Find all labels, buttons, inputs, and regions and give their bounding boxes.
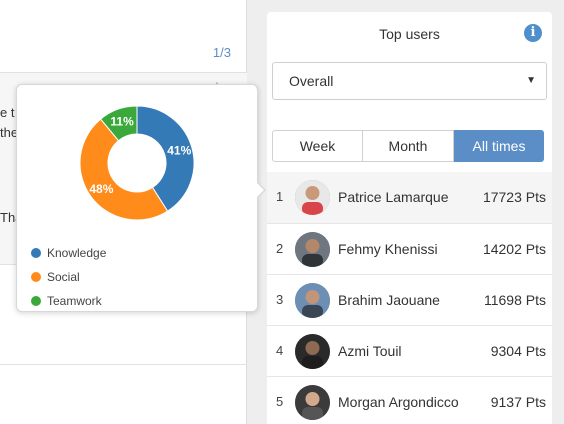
leaderboard-row[interactable]: 1 Patrice Lamarque 17723 Pts [267, 172, 552, 223]
tab-month[interactable]: Month [363, 130, 454, 162]
legend-swatch [31, 272, 41, 282]
user-points: 9137 Pts [490, 394, 546, 410]
avatar[interactable] [295, 283, 330, 318]
divider [0, 364, 247, 365]
legend-label: Social [47, 270, 80, 284]
user-name[interactable]: Morgan Argondicco [338, 394, 459, 410]
slice-label: 48% [89, 182, 113, 196]
chart-legend: Knowledge Social Teamwork [31, 241, 106, 313]
leaderboard-row[interactable]: 3 Brahim Jaouane 11698 Pts [267, 274, 552, 325]
gamification-popover: 41% 48% 11% Knowledge Social Teamwork [16, 84, 266, 313]
period-select-value: Overall [289, 73, 334, 89]
user-points: 17723 Pts [482, 189, 546, 205]
avatar[interactable] [295, 334, 330, 369]
legend-swatch [31, 296, 41, 306]
info-icon[interactable]: i [524, 24, 542, 42]
user-name[interactable]: Azmi Touil [338, 343, 402, 359]
legend-swatch [31, 248, 41, 258]
donut-slice-social[interactable] [79, 118, 169, 221]
feed-pager[interactable]: 1/3 [212, 45, 231, 60]
user-name[interactable]: Brahim Jaouane [338, 292, 440, 308]
divider [0, 72, 247, 73]
donut-slice-teamwork[interactable] [99, 105, 138, 142]
leaderboard-row[interactable]: 4 Azmi Touil 9304 Pts [267, 325, 552, 376]
tab-week[interactable]: Week [272, 130, 363, 162]
leaderboard: 1 Patrice Lamarque 17723 Pts 2 Fehmy Khe… [267, 172, 552, 424]
user-points: 11698 Pts [483, 292, 546, 308]
legend-item-social[interactable]: Social [31, 265, 106, 289]
rank: 2 [276, 241, 284, 256]
leaderboard-row[interactable]: 2 Fehmy Khenissi 14202 Pts [267, 223, 552, 274]
avatar[interactable] [295, 385, 330, 420]
donut-slice-knowledge[interactable] [136, 105, 195, 212]
caret-down-icon: ▼ [526, 75, 536, 86]
slice-label: 41% [167, 144, 191, 158]
legend-label: Teamwork [47, 294, 102, 308]
user-points: 14202 Pts [482, 241, 546, 257]
legend-item-teamwork[interactable]: Teamwork [31, 289, 106, 313]
legend-label: Knowledge [47, 246, 107, 260]
avatar[interactable] [295, 180, 330, 215]
rank: 3 [276, 292, 284, 307]
avatar[interactable] [295, 232, 330, 267]
leaderboard-row[interactable]: 5 Morgan Argondicco 9137 Pts [267, 376, 552, 424]
top-users-panel: Top users i Overall ▼ Week Month All tim… [267, 12, 552, 424]
user-points: 9304 Pts [490, 343, 546, 359]
feed-text-fragment: the [0, 125, 19, 140]
user-name[interactable]: Fehmy Khenissi [338, 241, 438, 257]
legend-item-knowledge[interactable]: Knowledge [31, 241, 106, 265]
rank: 5 [276, 394, 284, 409]
slice-label: 11% [110, 115, 134, 129]
popover-arrow [256, 181, 266, 199]
tab-all-times[interactable]: All times [454, 130, 544, 162]
period-select[interactable]: Overall ▼ [272, 62, 547, 100]
feed-text-fragment: e t [0, 105, 15, 120]
badges-donut-chart: 41% 48% 11% [79, 105, 195, 221]
rank: 1 [276, 189, 284, 204]
panel-title: Top users [379, 26, 440, 42]
user-name[interactable]: Patrice Lamarque [338, 189, 449, 205]
rank: 4 [276, 343, 284, 358]
period-tabs: Week Month All times [272, 130, 544, 162]
